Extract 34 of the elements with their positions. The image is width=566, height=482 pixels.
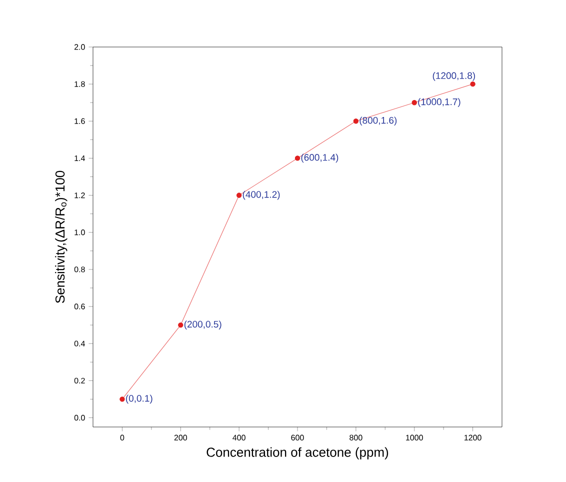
y-tick-label: 1.2 [74,192,85,198]
x-tick-label: 0 [120,434,124,440]
x-tick-label: 1200 [464,434,482,440]
point [353,118,359,124]
x-tick-label: 800 [350,434,362,440]
point [294,156,300,161]
point [412,100,417,106]
y-tick-label: 0.8 [74,266,85,272]
point [236,192,242,198]
annotation: (800,1.6) [360,116,397,126]
annotation: (1200,1.8) [432,72,475,81]
y-tick-label: 0.4 [74,340,85,346]
y-tick-label: 0.0 [74,414,85,421]
x-tick-label: 1000 [406,434,423,440]
point [120,396,125,402]
y-axis-title: Sensitivity,(ΔR/R$_{o}$)*100 [55,170,68,303]
point [470,81,476,87]
annotation: (200,0.5) [184,320,222,330]
x-tick-label: 200 [174,434,188,440]
annotation: (400,1.2) [242,190,280,200]
y-tick-label: 1.8 [74,81,85,87]
y-tick-label: 1.6 [74,118,85,124]
annotation: (0,0.1) [126,394,152,404]
x-tick-label: 600 [291,434,304,440]
y-tick-label: 2.0 [74,44,85,50]
y-tick-label: 1.0 [74,230,85,236]
y-tick-label: 0.6 [74,304,85,310]
y-tick-label: 0.2 [74,378,85,384]
annotation: (1000,1.7) [418,98,460,108]
x-tick-label: 400 [232,434,246,440]
point [178,322,184,328]
y-tick-label: 1.4 [74,155,85,161]
annotation: (600,1.4) [301,154,338,163]
x-axis-title: Concentration of acetone (ppm) [206,447,388,460]
